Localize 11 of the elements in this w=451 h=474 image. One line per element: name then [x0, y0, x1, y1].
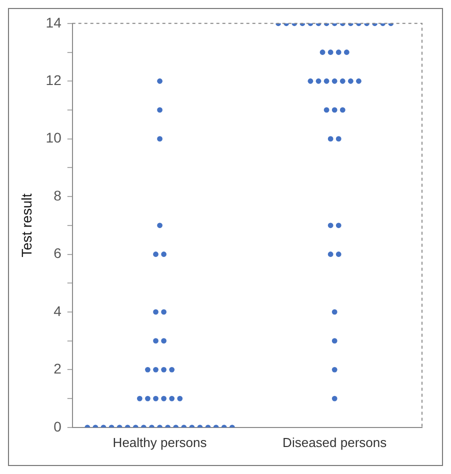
- y-tick-label: 4: [54, 302, 62, 319]
- y-tick-label: 6: [54, 245, 62, 262]
- x-tick-label: Diseased persons: [282, 434, 388, 450]
- x-tick-label: Healthy persons: [112, 434, 208, 450]
- y-tick-label: 8: [54, 187, 62, 204]
- y-tick-label: 14: [46, 14, 62, 30]
- y-tick-label: 2: [54, 360, 62, 377]
- y-tick-label: 10: [46, 130, 62, 146]
- y-tick-label: 12: [46, 72, 62, 88]
- y-tick-label: 0: [54, 418, 62, 434]
- y-axis-title: Test result: [18, 193, 34, 258]
